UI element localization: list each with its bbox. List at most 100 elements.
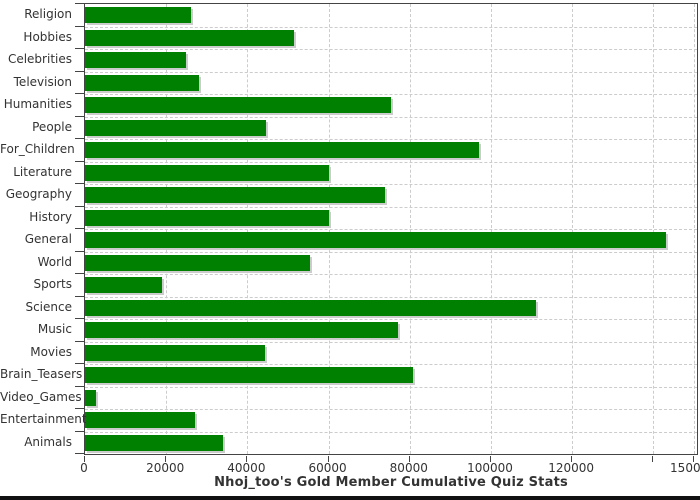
bar-people: [85, 119, 267, 136]
gridline-horizontal: [85, 341, 697, 343]
category-label: Religion: [24, 7, 72, 21]
gridline-horizontal: [85, 274, 697, 275]
bar-for_children: [85, 142, 479, 159]
gridline-horizontal: [85, 409, 697, 410]
bar-science: [85, 299, 537, 316]
category-label: Television: [13, 74, 72, 89]
value-tick: [84, 456, 85, 462]
category-label: History: [29, 209, 72, 224]
bar-brain_teasers: [85, 367, 413, 384]
value-tick-label: 100000: [467, 461, 513, 475]
value-tick-label: 0: [80, 461, 88, 475]
category-tick: [75, 48, 84, 49]
category-tick: [75, 205, 84, 207]
bar-video_games: [85, 389, 96, 406]
chart-title: Nhoj_too's Gold Member Cumulative Quiz S…: [214, 475, 568, 490]
category-tick: [75, 3, 84, 4]
gridline-horizontal: [85, 251, 697, 253]
value-tick-label: 40000: [227, 461, 266, 475]
category-label: Humanities: [3, 97, 72, 111]
category-label: Video_Games: [0, 389, 82, 404]
bar-animals: [85, 434, 223, 451]
bottom-border-band: [0, 496, 700, 500]
category-label: Music: [37, 322, 72, 336]
bar-humanities: [85, 97, 391, 114]
category-label: Movies: [30, 344, 72, 359]
gridline-horizontal: [85, 206, 697, 208]
bar-movies: [85, 344, 265, 361]
gridline-horizontal: [85, 116, 697, 118]
gridline-horizontal: [85, 49, 697, 50]
value-tick: [246, 456, 248, 462]
category-label: Entertainment: [0, 412, 87, 426]
category-tick: [75, 160, 84, 162]
bar-hobbies: [85, 29, 295, 46]
category-label: Hobbies: [23, 29, 72, 44]
value-tick-label: 150000: [670, 461, 700, 475]
bar-celebrities: [85, 52, 187, 69]
category-tick: [75, 273, 84, 274]
value-tick: [652, 456, 654, 462]
category-label: Science: [25, 299, 72, 314]
category-label: Animals: [24, 434, 72, 449]
category-tick: [75, 295, 84, 297]
category-tick: [75, 318, 84, 319]
gridline-horizontal: [85, 184, 697, 185]
gridline-horizontal: [85, 71, 697, 73]
category-tick: [75, 70, 84, 72]
value-tick-label: 120000: [548, 461, 595, 475]
value-tick-label: 80000: [389, 461, 428, 475]
gridline-horizontal: [85, 229, 697, 230]
bar-sports: [85, 277, 163, 294]
bar-history: [85, 209, 329, 226]
category-tick: [75, 25, 84, 27]
category-label: General: [24, 232, 72, 246]
category-label: Sports: [33, 277, 72, 291]
bar-music: [85, 322, 399, 339]
category-tick: [75, 385, 84, 387]
gridline-horizontal: [85, 139, 697, 140]
category-tick: [75, 250, 84, 252]
category-tick: [75, 430, 84, 432]
category-tick: [75, 340, 84, 342]
category-label: For_Children: [0, 142, 75, 156]
value-tick: [327, 456, 329, 462]
category-tick: [75, 115, 84, 117]
bar-television: [85, 74, 199, 91]
bar-geography: [85, 187, 386, 204]
value-tick-label: 20000: [146, 461, 185, 475]
bar-entertainment: [85, 412, 196, 429]
gridline-horizontal: [85, 386, 697, 388]
gridline-horizontal: [85, 26, 697, 28]
value-tick: [692, 456, 694, 462]
gridline-horizontal: [85, 94, 697, 95]
value-tick: [571, 456, 573, 462]
gridline-horizontal: [85, 319, 697, 320]
bar-religion: [85, 7, 191, 24]
gridline-horizontal: [85, 431, 697, 433]
category-tick: [75, 228, 84, 229]
category-tick: [75, 363, 84, 364]
category-tick: [75, 453, 84, 454]
plot-area: [84, 3, 698, 455]
category-label: World: [37, 254, 72, 269]
gridline-horizontal: [85, 161, 697, 163]
category-tick: [75, 408, 84, 409]
value-tick: [489, 456, 491, 462]
bar-literature: [85, 164, 329, 181]
category-label: Literature: [13, 164, 72, 179]
category-tick: [75, 138, 84, 139]
bar-world: [85, 254, 311, 271]
value-tick: [165, 456, 167, 462]
category-label: People: [32, 119, 72, 134]
value-tick: [408, 456, 410, 462]
category-label: Brain_Teasers: [0, 367, 83, 381]
category-tick: [75, 183, 84, 184]
category-tick: [75, 93, 84, 94]
gridline-horizontal: [85, 364, 697, 365]
gridline-horizontal: [85, 296, 697, 298]
category-label: Celebrities: [7, 52, 72, 66]
value-tick-label: 60000: [308, 461, 347, 475]
category-label: Geography: [5, 187, 72, 201]
